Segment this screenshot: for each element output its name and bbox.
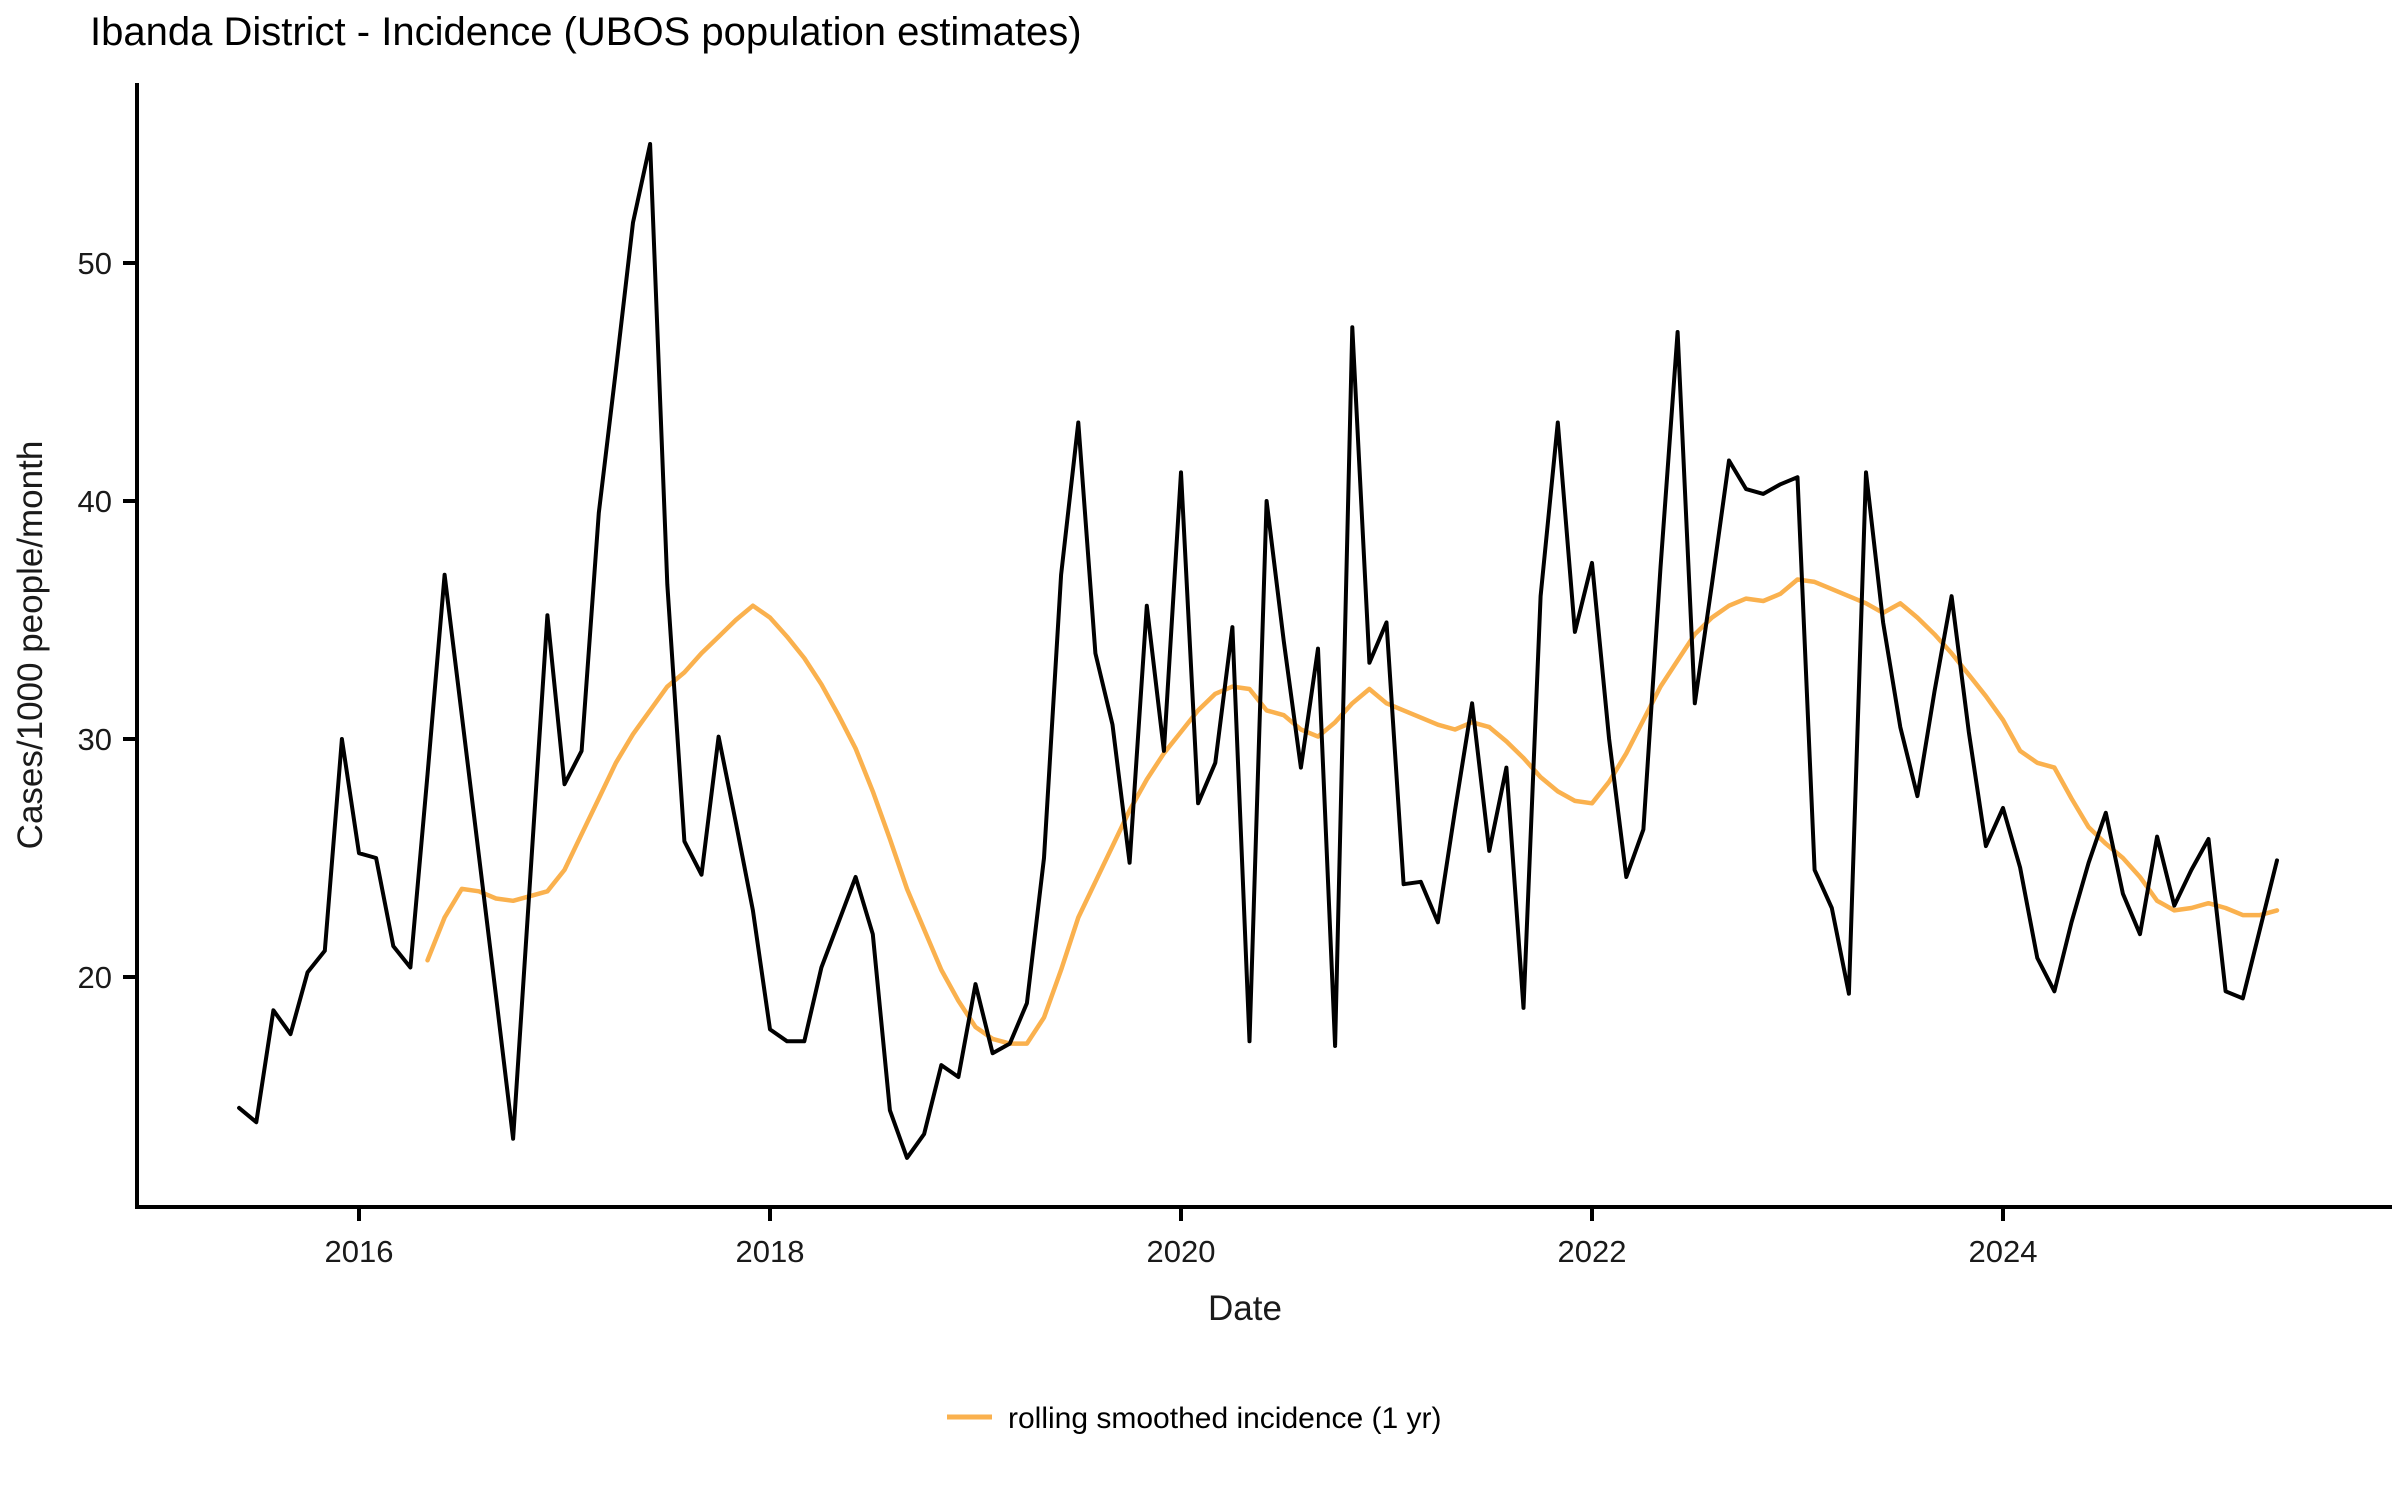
y-axis-ticks: 20 30 40 50 (78, 246, 137, 995)
legend-label: rolling smoothed incidence (1 yr) (1008, 1402, 1442, 1435)
y-tick-label: 50 (78, 246, 112, 281)
legend: rolling smoothed incidence (1 yr) (947, 1402, 1442, 1435)
chart-title: Ibanda District - Incidence (UBOS popula… (90, 10, 1082, 54)
x-tick-label: 2022 (1558, 1234, 1627, 1269)
y-tick-label: 20 (78, 960, 112, 995)
smoothed-incidence-line (425, 577, 2280, 1046)
y-tick-label: 40 (78, 484, 112, 519)
x-tick-label: 2024 (1969, 1234, 2038, 1269)
x-tick-label: 2020 (1147, 1234, 1216, 1269)
x-tick-label: 2016 (325, 1234, 394, 1269)
y-axis-title: Cases/1000 people/month (11, 441, 50, 850)
x-tick-label: 2018 (736, 1234, 805, 1269)
x-axis-title: Date (1208, 1289, 1282, 1328)
raw-incidence-line (237, 142, 2279, 1160)
data-series (237, 142, 2280, 1160)
x-axis-ticks: 2016 2018 2020 2022 2024 (325, 1207, 2038, 1269)
y-tick-label: 30 (78, 722, 112, 757)
